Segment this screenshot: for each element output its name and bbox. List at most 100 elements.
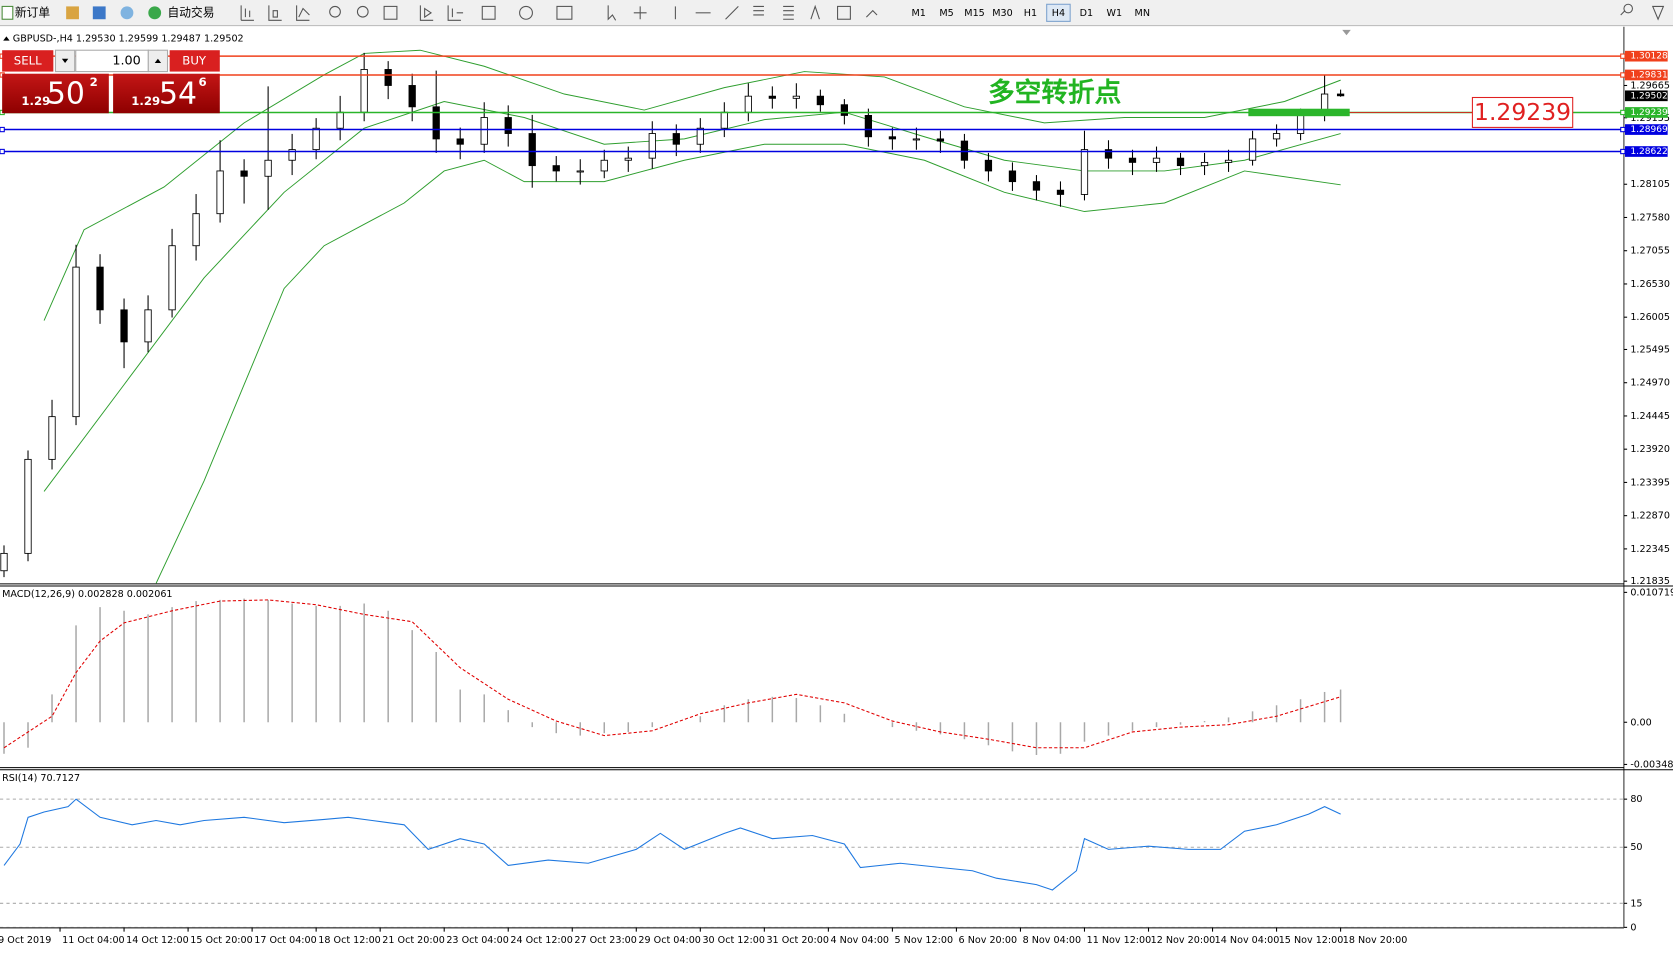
candle-body (456, 138, 464, 145)
level-marker (0, 126, 5, 133)
icon[interactable] (837, 5, 851, 20)
x-tick-label: 5 Nov 12:00 (895, 935, 954, 946)
candle-body (432, 106, 440, 140)
menu-icon[interactable] (1651, 5, 1665, 21)
y-tick-label: 80 (1630, 794, 1642, 805)
candle-body (24, 458, 32, 554)
timeframe-selected (1046, 3, 1071, 22)
x-tick-label: 29 Oct 04:00 (638, 935, 701, 946)
candle-body (720, 111, 728, 129)
icon[interactable] (481, 5, 496, 20)
candle-body (384, 69, 392, 86)
signal-line (3, 599, 1341, 749)
buy-label: BUY (182, 53, 207, 67)
icon[interactable] (783, 5, 794, 20)
sell-button[interactable] (2, 50, 54, 72)
y-tick-label: 50 (1630, 842, 1642, 853)
timeframe-button[interactable]: H1 (1024, 8, 1037, 19)
y-tick-label: 1.27580 (1630, 212, 1670, 223)
icon[interactable] (519, 5, 533, 20)
pane-title: MACD(12,26,9) 0.002828 0.002061 (2, 589, 172, 600)
timeframe-button[interactable]: W1 (1107, 8, 1123, 19)
y-tick-label: 0.010719 (1630, 587, 1673, 598)
candle-body (1008, 170, 1017, 183)
timeframe-button[interactable]: M5 (939, 8, 953, 19)
new-order-button[interactable]: 新订单 (1, 5, 50, 20)
candle-body (1056, 189, 1065, 195)
y-tick-label: 1.28105 (1630, 179, 1670, 190)
timeframe-button[interactable]: M30 (992, 8, 1012, 19)
x-tick-label: 18 Nov 20:00 (1343, 935, 1408, 946)
bid-box[interactable] (2, 73, 109, 114)
candle-body (1032, 181, 1041, 191)
candle-body (576, 170, 584, 173)
timeframe-button[interactable]: MN (1135, 8, 1150, 19)
timeframe-button[interactable]: D1 (1080, 8, 1093, 19)
x-tick-label: 14 Oct 12:00 (126, 935, 189, 946)
pane-title: GBPUSD-,H4 1.29530 1.29599 1.29487 1.295… (13, 33, 244, 44)
search-icon[interactable] (1623, 3, 1633, 14)
icon[interactable] (753, 5, 764, 16)
icon[interactable] (607, 5, 617, 21)
candle-body (408, 85, 416, 108)
icon[interactable] (633, 6, 647, 20)
icon[interactable] (296, 5, 310, 21)
x-tick-label: 21 Oct 20:00 (382, 935, 445, 946)
timeframe-button[interactable]: M1 (911, 8, 925, 19)
candle-body (288, 149, 296, 161)
candle-body (624, 157, 632, 161)
chart-shift-marker[interactable] (1342, 29, 1351, 36)
candle-body (1336, 93, 1345, 97)
x-tick-label: 4 Nov 04:00 (831, 935, 890, 946)
level-marker (0, 148, 5, 155)
icon[interactable] (419, 5, 434, 21)
x-tick-label: 11 Oct 04:00 (62, 935, 125, 946)
icon[interactable] (865, 9, 878, 18)
chart-window (0, 26, 1673, 953)
icon[interactable] (92, 6, 106, 20)
x-tick-label: 27 Oct 23:00 (574, 935, 637, 946)
y-tick-label: 0 (1630, 922, 1636, 933)
annotation-title: 多空转折点 (988, 78, 1121, 109)
candle-body (312, 127, 320, 151)
toolbar-tools (240, 3, 1665, 21)
lots-value: 1.00 (112, 53, 140, 68)
level-label: 1.28969 (1630, 125, 1668, 135)
timeframe-button[interactable]: H4 (1052, 8, 1065, 19)
candle-body (144, 309, 152, 343)
x-tick-label: 15 Nov 12:00 (1279, 935, 1344, 946)
icon[interactable] (148, 6, 162, 20)
timeframe-button[interactable]: M15 (964, 8, 984, 19)
icon[interactable] (356, 5, 369, 18)
y-tick-label: 1.26530 (1630, 279, 1670, 290)
candle-body (168, 245, 176, 311)
icon[interactable] (447, 5, 464, 21)
y-tick-label: 1.22345 (1630, 544, 1670, 555)
candle-body (864, 115, 873, 138)
icon[interactable] (725, 6, 739, 20)
candle-body (960, 140, 969, 161)
collapse-icon (3, 36, 10, 41)
icon[interactable] (383, 5, 398, 20)
icon[interactable] (66, 6, 79, 20)
icon[interactable] (556, 5, 573, 20)
toolbar (0, 0, 1673, 26)
search-icon[interactable] (1620, 10, 1626, 16)
y-tick-label: 1.27055 (1630, 246, 1670, 257)
buy-button[interactable] (169, 50, 220, 72)
icon[interactable] (240, 5, 254, 21)
icon[interactable] (329, 5, 341, 18)
ask-box[interactable] (113, 73, 220, 114)
candle-body (120, 309, 128, 343)
x-tick-label: 17 Oct 04:00 (254, 935, 317, 946)
candle-body (96, 266, 104, 311)
y-tick-label: 1.21835 (1630, 576, 1670, 587)
icon[interactable] (120, 6, 134, 20)
candle-body (1248, 138, 1257, 161)
icon[interactable] (810, 4, 820, 20)
icon[interactable] (268, 5, 282, 21)
last-price-label: 1.29502 (1630, 91, 1667, 101)
x-tick-label: 8 Nov 04:00 (1023, 935, 1082, 946)
auto-trading-button[interactable]: 自动交易 (168, 5, 215, 19)
